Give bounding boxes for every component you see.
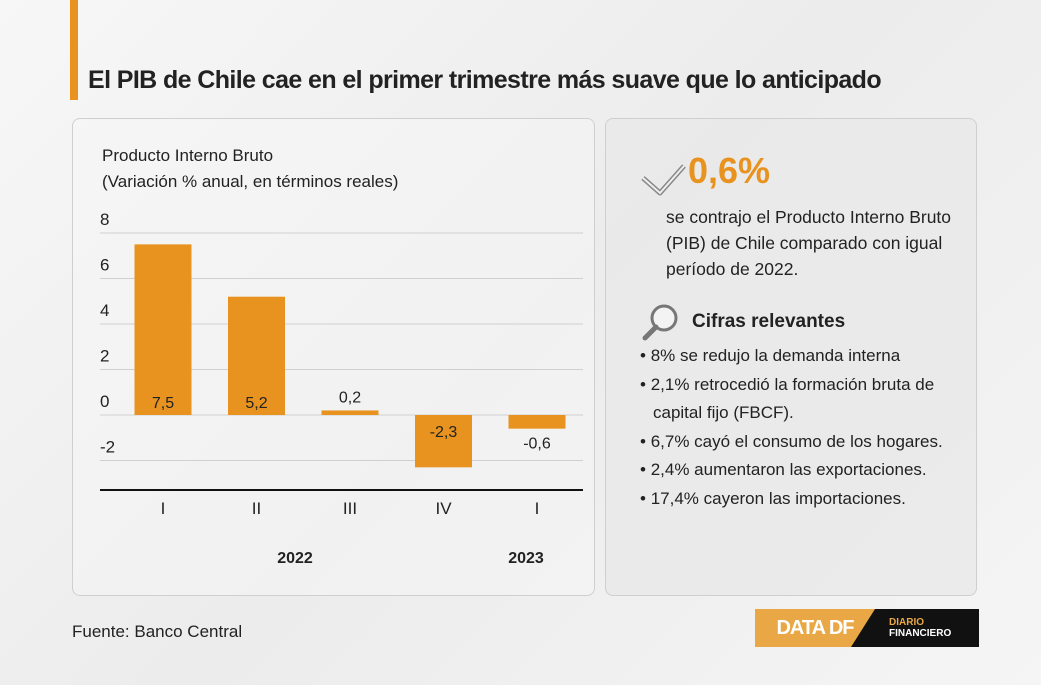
- bar: [228, 296, 285, 415]
- list-item: 8% se redujo la demanda interna: [640, 342, 960, 371]
- source-note: Fuente: Banco Central: [72, 622, 243, 641]
- page-title: El PIB de Chile cae en el primer trimest…: [88, 66, 882, 94]
- bar: [321, 410, 379, 415]
- cifras-title: Cifras relevantes: [692, 311, 846, 332]
- highlight-description: se contrajo el Producto Interno Bruto (P…: [666, 207, 952, 279]
- logo-left: DATA DF: [755, 609, 875, 647]
- x-tick-label: III: [343, 499, 357, 518]
- list-item: 6,7% cayó el consumo de los hogares.: [640, 428, 960, 457]
- y-tick-label: 2: [100, 347, 109, 366]
- y-tick-label: -2: [100, 438, 115, 457]
- chart-title: Producto Interno Bruto: [102, 146, 274, 165]
- y-tick-label: 6: [100, 256, 109, 275]
- datadf-logo: DATA DF DIARIO FINANCIERO: [755, 609, 979, 647]
- bar: [415, 415, 472, 468]
- list-item: 2,4% aumentaron las exportaciones.: [640, 456, 960, 485]
- x-tick-label: IV: [435, 499, 452, 518]
- chart-subtitle: (Variación % anual, en términos reales): [102, 172, 399, 191]
- list-item: 17,4% cayeron las importaciones.: [640, 485, 960, 514]
- x-tick-label: II: [252, 499, 261, 518]
- group-label-2022: 2022: [277, 550, 313, 567]
- y-tick-label: 4: [100, 301, 109, 320]
- x-tick-label: I: [161, 499, 166, 518]
- title-accent-bar: [70, 0, 78, 100]
- data-label: -2,3: [430, 424, 458, 441]
- y-tick-label: 0: [100, 392, 109, 411]
- bar: [134, 244, 192, 415]
- data-label: 7,5: [152, 395, 174, 412]
- list-item: 2,1% retrocedió la formación bruta de ca…: [640, 371, 960, 428]
- y-tick-label: 8: [100, 210, 109, 229]
- bar: [508, 415, 566, 429]
- data-label: 0,2: [339, 389, 361, 406]
- data-label: -0,6: [523, 436, 551, 453]
- group-label-2023: 2023: [508, 550, 544, 567]
- data-label: 5,2: [245, 395, 267, 412]
- cifras-list: 8% se redujo la demanda interna 2,1% ret…: [640, 342, 960, 513]
- x-tick-label: I: [535, 499, 540, 518]
- highlight-value: 0,6%: [688, 150, 771, 191]
- logo-right: DIARIO FINANCIERO: [851, 609, 979, 647]
